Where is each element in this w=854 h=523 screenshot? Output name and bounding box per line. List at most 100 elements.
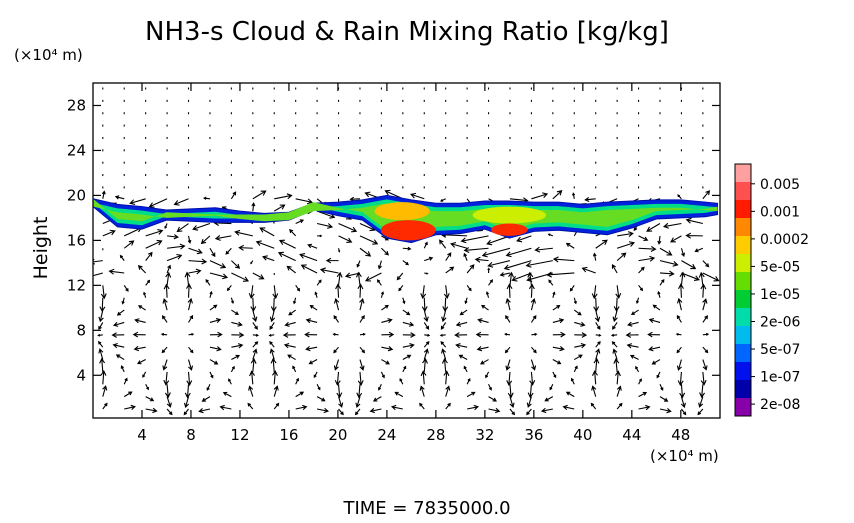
wind-vector	[355, 396, 361, 409]
time-label: TIME = 7835000.0	[342, 498, 510, 519]
wind-vector	[274, 193, 293, 200]
wind-vector	[670, 235, 682, 243]
wind-vector	[251, 202, 256, 212]
wind-vector	[526, 396, 532, 408]
wind-vector	[209, 359, 219, 365]
wind-vector	[648, 346, 661, 352]
wind-vector	[530, 346, 537, 354]
wind-vector	[685, 232, 703, 239]
wind-vector	[516, 235, 532, 243]
wind-vector	[552, 359, 562, 365]
wind-vector	[488, 279, 493, 286]
wind-vector	[145, 239, 163, 249]
wind-vector	[659, 278, 665, 286]
wind-vector	[590, 402, 597, 410]
wind-vector	[402, 332, 416, 338]
wind-vector	[702, 359, 708, 371]
wind-vector	[638, 266, 645, 274]
wind-vector	[97, 333, 103, 337]
wind-vector	[356, 384, 363, 399]
wind-vector	[333, 315, 339, 323]
wind-vector	[123, 240, 135, 249]
wind-vector	[612, 322, 618, 330]
colorbar-swatch	[735, 326, 751, 345]
y-tick-label: 20	[67, 186, 86, 204]
wind-vector	[509, 396, 515, 409]
colorbar-swatch	[735, 164, 751, 183]
wind-vector	[269, 309, 276, 323]
wind-vector	[283, 343, 296, 349]
y-axis-label: Height	[30, 217, 52, 280]
wind-vector	[338, 235, 353, 243]
wind-vector	[333, 346, 339, 354]
x-tick-label: 28	[426, 426, 445, 444]
wind-vector	[295, 391, 305, 398]
wind-vector	[421, 297, 428, 312]
x-tick-label: 20	[328, 426, 347, 444]
x-tick-label: 48	[671, 426, 690, 444]
wind-vector	[681, 272, 700, 281]
wind-vector	[574, 321, 586, 327]
wind-vector	[614, 370, 621, 385]
wind-vector	[569, 285, 575, 292]
x-axis-ticks: 4 8 12 16 20 24 28 32 36 40 44 48	[137, 83, 690, 444]
wind-vector	[485, 371, 490, 379]
wind-vector	[565, 242, 575, 249]
wind-vector	[647, 331, 661, 338]
wind-vector	[611, 341, 618, 348]
wind-vector	[552, 331, 566, 338]
wind-vector	[702, 190, 711, 200]
wind-vector	[419, 385, 425, 397]
wind-vector	[381, 318, 393, 324]
x-tick-label: 32	[475, 426, 494, 444]
wind-vector	[359, 359, 365, 371]
x-tick-label: 16	[279, 426, 298, 444]
wind-vector	[499, 272, 511, 277]
wind-vector	[101, 190, 106, 199]
wind-vector	[702, 332, 710, 336]
wind-vector	[162, 298, 168, 311]
wind-vector	[573, 365, 578, 373]
x-tick-label: 12	[230, 426, 249, 444]
wind-vector	[678, 283, 684, 298]
wind-vector	[616, 402, 623, 410]
wind-vector	[222, 391, 232, 398]
wind-vector	[547, 233, 554, 237]
wind-vector	[455, 321, 468, 327]
wind-vector	[572, 192, 576, 199]
wind-vector	[316, 396, 326, 402]
wind-vector	[209, 290, 213, 298]
wind-vector	[304, 331, 318, 338]
wind-vector	[286, 265, 297, 274]
wind-vector	[305, 318, 318, 324]
wind-vector	[507, 384, 514, 399]
wind-vector	[450, 241, 468, 249]
wind-vector	[615, 285, 622, 299]
wind-vector	[230, 191, 237, 200]
wind-vector	[187, 297, 193, 311]
wind-vector	[332, 332, 339, 336]
wind-vector	[336, 384, 343, 399]
wind-vector	[593, 297, 600, 313]
wind-vector	[214, 235, 232, 241]
wind-vector	[209, 371, 214, 379]
wind-vector	[248, 385, 254, 397]
wind-vector	[161, 315, 168, 323]
wind-vector	[234, 229, 253, 237]
wind-vector	[356, 260, 361, 268]
wind-vector	[359, 235, 379, 245]
colorbar-swatch	[735, 182, 751, 201]
colorbar-swatch	[735, 308, 751, 327]
y-tick-label: 24	[67, 141, 86, 159]
wind-vector	[422, 357, 429, 372]
wind-vector	[455, 343, 468, 349]
wind-vector	[506, 371, 513, 386]
wind-vector	[595, 239, 608, 249]
wind-vector	[511, 272, 532, 282]
wind-vector	[530, 359, 537, 371]
wind-vector	[544, 396, 554, 402]
wind-vector	[549, 384, 554, 391]
wind-vector	[252, 190, 267, 200]
wind-vector	[145, 396, 155, 402]
